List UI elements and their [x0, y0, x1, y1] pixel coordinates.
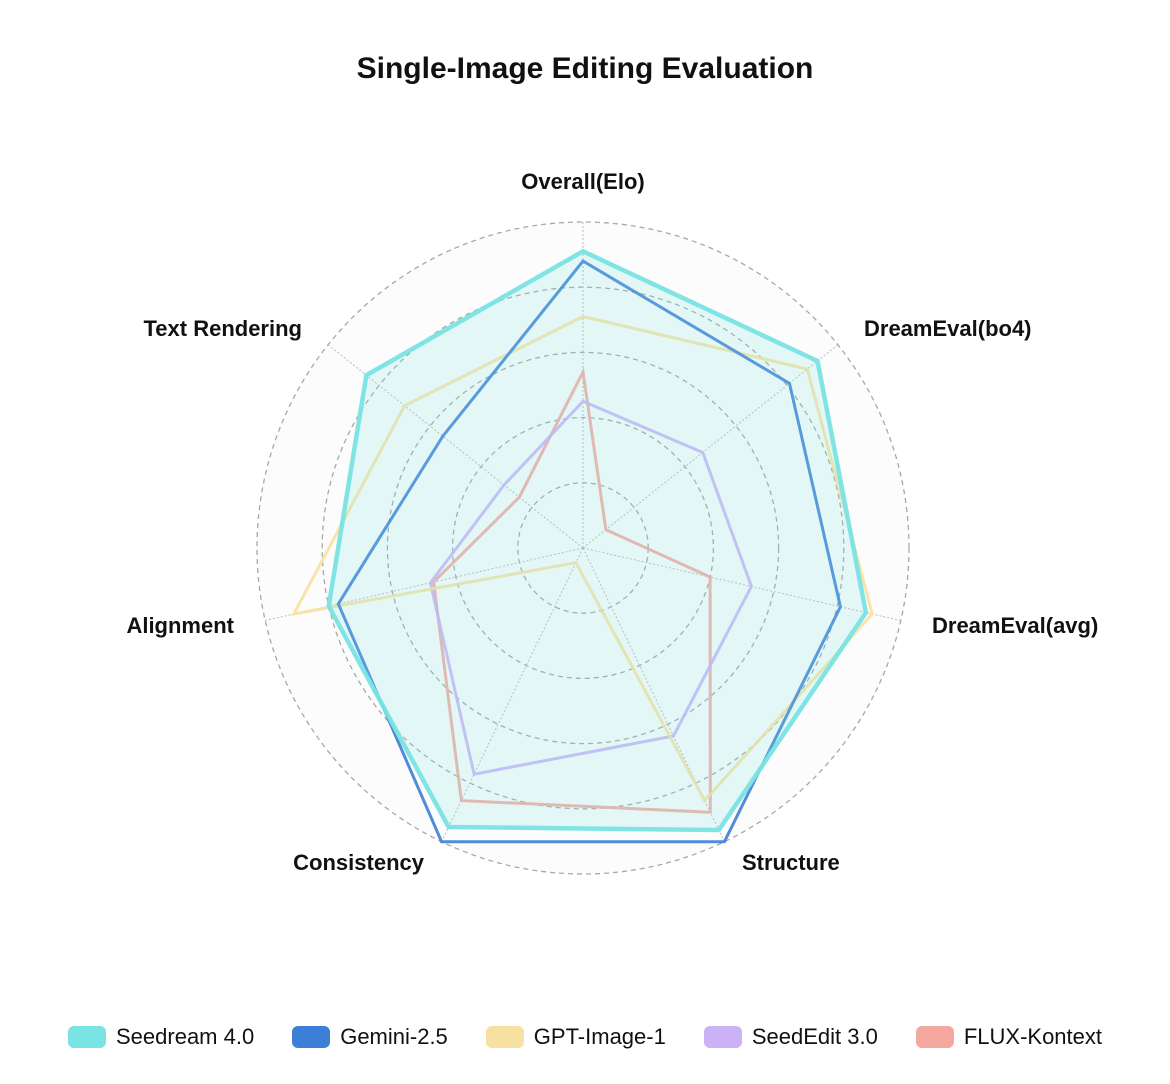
axis-label-dreameval-bo4: DreamEval(bo4) [864, 316, 1032, 341]
series-polygon-seedream-4-0 [326, 248, 869, 833]
legend-label: FLUX-Kontext [963, 1024, 1102, 1049]
legend-swatch [915, 1026, 954, 1048]
legend-swatch [68, 1026, 106, 1048]
radar-chart: Overall(Elo) DreamEval(bo4) DreamEval(avg)… [126, 169, 1098, 875]
legend-swatch [485, 1026, 524, 1048]
legend-swatch [292, 1026, 331, 1048]
grid-ring [386, 351, 780, 745]
axis-label-dreameval-avg: DreamEval(avg) [932, 613, 1098, 638]
axis-label-overall-elo: Overall(Elo) [521, 169, 644, 194]
axis-label-alignment: Alignment [126, 613, 234, 638]
series-polygon-seededit-3-0 [428, 399, 754, 776]
axis-label-text-rendering: Text Rendering [143, 316, 302, 341]
series-polygon-gpt-image-1 [291, 314, 874, 804]
legend-label: GPT-Image-1 [533, 1024, 666, 1049]
chart-title: Single-Image Editing Evaluation [356, 52, 814, 85]
legend-swatch [703, 1026, 742, 1048]
legend-item-gpt-image-1: GPT-Image-1 [485, 1024, 666, 1050]
legend: Seedream 4.0 Gemini-2.5 GPT-Image-1 SeedEdi… [0, 1019, 1170, 1055]
axis-labels: Overall(Elo) DreamEval(bo4) DreamEval(avg)… [126, 169, 1098, 875]
axis-label-consistency: Consistency [293, 850, 425, 875]
legend-item-seededit-3-0: SeedEdit 3.0 [703, 1024, 878, 1050]
legend-item-seedream-4-0: Seedream 4.0 [68, 1024, 254, 1050]
series-polygon-flux-kontext [432, 367, 712, 814]
radar-grid [256, 221, 910, 875]
legend-label: Seedream 4.0 [116, 1024, 255, 1049]
grid-ring [451, 416, 715, 680]
legend-label: Gemini-2.5 [340, 1024, 448, 1049]
grid-ring [256, 221, 910, 875]
legend-label: SeedEdit 3.0 [751, 1024, 878, 1049]
axis-label-structure: Structure [742, 850, 840, 875]
series-polygon-gemini-2-5 [336, 259, 842, 844]
legend-item-gemini-2-5: Gemini-2.5 [292, 1024, 448, 1050]
radar-series [291, 248, 874, 844]
legend-item-flux-kontext: FLUX-Kontext [915, 1024, 1102, 1050]
